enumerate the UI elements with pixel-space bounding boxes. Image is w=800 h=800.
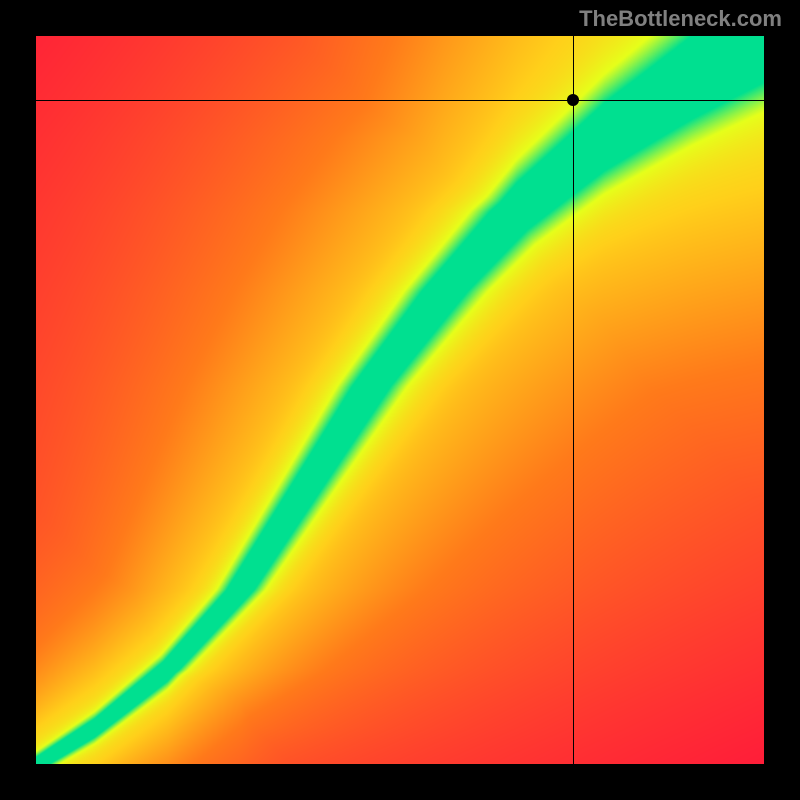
crosshair-horizontal [36,100,764,101]
crosshair-marker [567,94,579,106]
heatmap-canvas [36,36,764,764]
watermark-text: TheBottleneck.com [579,6,782,32]
plot-area [36,36,764,764]
crosshair-vertical [573,36,574,764]
